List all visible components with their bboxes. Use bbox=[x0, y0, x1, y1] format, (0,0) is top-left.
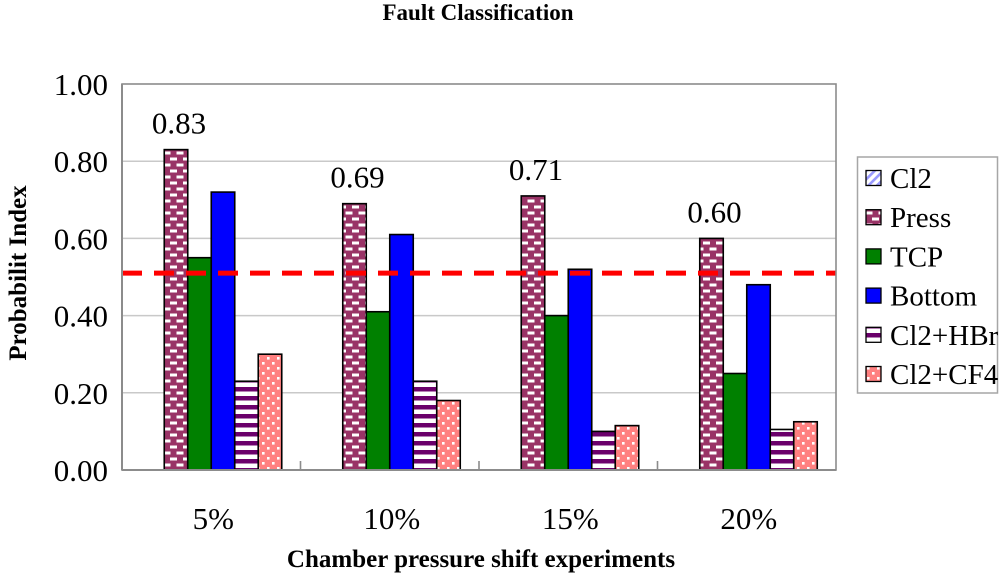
legend-box bbox=[856, 156, 999, 394]
bar-press-5% bbox=[163, 148, 189, 471]
bar-press-15% bbox=[520, 195, 546, 471]
chart-title: Fault Classification bbox=[382, 0, 573, 25]
axes bbox=[121, 83, 837, 471]
data-label: 0.69 bbox=[330, 160, 384, 195]
y-tick-label: 1.00 bbox=[54, 67, 108, 102]
bar-cl2-cf4-10% bbox=[435, 399, 462, 471]
category-labels: 5% 10% 15% 20% bbox=[193, 501, 778, 536]
y-tick-label: 0.20 bbox=[54, 376, 108, 411]
bar-bottom-10% bbox=[388, 233, 415, 471]
bar-bottom-15% bbox=[567, 268, 593, 471]
y-axis-title: Probabilit Index bbox=[5, 185, 32, 361]
y-tick-labels: 0.00 0.20 0.40 0.60 0.80 1.00 bbox=[54, 67, 108, 488]
bar-cl2-hbr-10% bbox=[412, 380, 438, 471]
bar-tcp-5% bbox=[186, 256, 213, 471]
bar-bottom-20% bbox=[745, 283, 772, 471]
bar-bottom-5% bbox=[210, 191, 236, 471]
bar-cl2-hbr-20% bbox=[769, 428, 795, 471]
legend-swatch-tcp bbox=[865, 248, 882, 265]
y-tick-label: 0.00 bbox=[54, 453, 108, 488]
legend-swatch-cl2-hbr bbox=[865, 326, 882, 343]
category-label: 5% bbox=[193, 501, 234, 536]
legend-swatch-cl2 bbox=[865, 169, 882, 187]
data-labels: 0.83 0.69 0.71 0.60 bbox=[152, 106, 742, 230]
legend-swatch-bottom bbox=[865, 287, 882, 304]
y-tick-label: 0.60 bbox=[54, 221, 108, 256]
bars bbox=[163, 148, 819, 471]
bar-cl2-cf4-15% bbox=[614, 424, 640, 471]
legend-label-cl2: Cl2 bbox=[890, 163, 932, 195]
bar-cl2-cf4-20% bbox=[792, 420, 819, 471]
y-tick-label: 0.80 bbox=[54, 144, 108, 179]
legend-swatch-press bbox=[865, 209, 882, 226]
bar-tcp-20% bbox=[722, 372, 748, 471]
data-label: 0.83 bbox=[152, 106, 206, 141]
legend-label-tcp: TCP bbox=[890, 241, 943, 273]
bar-cl2-hbr-15% bbox=[590, 430, 617, 471]
bar-cl2-cf4-5% bbox=[257, 353, 283, 471]
legend-label-cl2-hbr: Cl2+HBr bbox=[890, 320, 999, 352]
legend-label-bottom: Bottom bbox=[890, 281, 977, 313]
legend-swatch-cl2-cf4 bbox=[865, 365, 882, 383]
bar-press-10% bbox=[341, 202, 368, 471]
y-tick-label: 0.40 bbox=[54, 299, 108, 334]
bar-tcp-15% bbox=[543, 314, 570, 471]
category-label: 15% bbox=[542, 501, 599, 536]
legend-label-cl2-cf4: Cl2+CF4 bbox=[890, 359, 999, 391]
data-label: 0.71 bbox=[509, 152, 563, 187]
category-label: 20% bbox=[720, 501, 777, 536]
legend: Cl2 Press TCP Bottom Cl2+HBr Cl2+CF4 bbox=[856, 156, 999, 394]
x-axis-title: Chamber pressure shift experiments bbox=[287, 546, 675, 573]
bar-tcp-10% bbox=[365, 310, 391, 471]
category-label: 10% bbox=[363, 501, 420, 536]
bar-cl2-hbr-5% bbox=[233, 380, 260, 471]
data-label: 0.60 bbox=[687, 194, 741, 229]
legend-label-press: Press bbox=[890, 202, 951, 234]
